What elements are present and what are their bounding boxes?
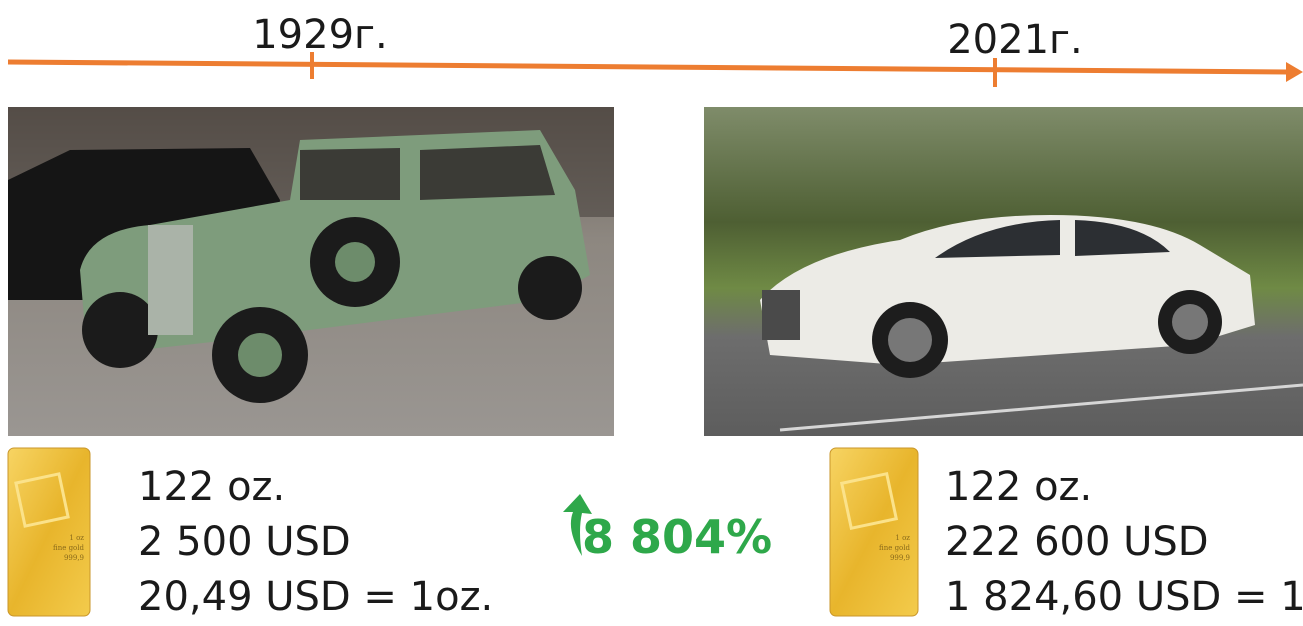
gold-bar: 1 oz fine gold 999,9 (830, 448, 918, 616)
info-line: 122 oz. (138, 464, 285, 510)
photo-modern-car (704, 107, 1303, 436)
gold-bar: 1 oz fine gold 999,9 (8, 448, 90, 616)
gold-bar-text: 1 oz (69, 534, 84, 542)
year-label: 2021г. (947, 17, 1083, 63)
info-line: 122 oz. (945, 464, 1092, 510)
info-line: 1 824,60 USD = 1 (945, 574, 1303, 620)
gold-bar-text: fine gold (53, 544, 84, 552)
change-percent: 8 804% (582, 510, 772, 564)
year-label: 1929г. (252, 12, 388, 58)
gold-bar-text: 999,9 (890, 554, 910, 562)
gold-bar-text: 1 oz (895, 534, 910, 542)
timeline (8, 62, 1288, 72)
photo-vintage-car (8, 107, 614, 436)
gold-bar-text: 999,9 (64, 554, 84, 562)
slide: 1929г. 2021г. 1 oz fine gold 999,9 1 oz (0, 0, 1303, 626)
page: {"timeline": {"left_label": "1929г.", "r… (0, 0, 1303, 626)
info-line: 20,49 USD = 1oz. (138, 574, 493, 620)
timeline-arrow (1286, 62, 1303, 82)
info-line: 222 600 USD (945, 519, 1209, 565)
gold-bar-text: fine gold (879, 544, 910, 552)
info-line: 2 500 USD (138, 519, 351, 565)
